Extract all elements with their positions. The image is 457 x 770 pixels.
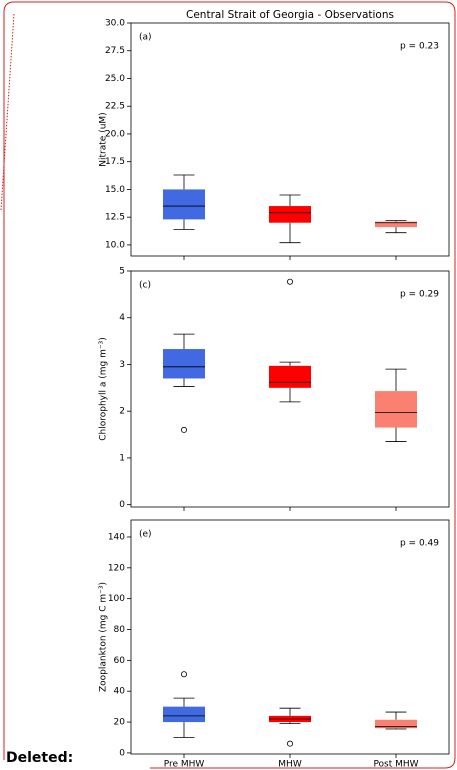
comment-border bbox=[3, 1, 456, 769]
outlier bbox=[180, 671, 187, 678]
y-tick-label: 0 bbox=[119, 500, 125, 510]
panel-label: (e) bbox=[139, 530, 152, 540]
comment-connector bbox=[0, 13, 15, 211]
y-tick-label: 60 bbox=[114, 656, 126, 666]
p-value: p = 0.29 bbox=[400, 290, 439, 300]
y-tick-label: 1 bbox=[119, 453, 125, 463]
y-tick-label: 120 bbox=[108, 563, 125, 573]
y-tick-label: 140 bbox=[108, 532, 125, 542]
box bbox=[375, 221, 417, 228]
outlier bbox=[180, 426, 187, 433]
y-tick-label: 0 bbox=[119, 748, 125, 758]
x-tick-label: MHW bbox=[278, 760, 302, 770]
panel-label: (c) bbox=[139, 281, 151, 291]
box bbox=[269, 365, 311, 388]
y-tick-label: 20.0 bbox=[105, 129, 125, 139]
y-tick-label: 80 bbox=[114, 625, 126, 635]
y-tick-label: 40 bbox=[114, 687, 126, 697]
y-tick-label: 2 bbox=[119, 407, 125, 417]
y-tick-label: 20 bbox=[114, 718, 126, 728]
x-tick-label: Post MHW bbox=[373, 760, 418, 770]
y-tick-label: 100 bbox=[108, 594, 125, 604]
y-axis-label: Nitrate (uM) bbox=[99, 112, 109, 166]
p-value: p = 0.49 bbox=[400, 539, 439, 549]
y-tick-label: 5 bbox=[119, 267, 125, 277]
y-tick-label: 27.5 bbox=[105, 46, 125, 56]
box bbox=[269, 206, 311, 223]
outlier bbox=[286, 278, 293, 285]
y-tick-label: 15.0 bbox=[105, 185, 125, 195]
y-tick-label: 30.0 bbox=[105, 19, 125, 29]
y-tick-label: 25.0 bbox=[105, 74, 125, 84]
panel-label: (a) bbox=[139, 33, 152, 43]
box bbox=[163, 706, 205, 723]
y-tick-label: 17.5 bbox=[105, 157, 125, 167]
x-tick-label: Pre MHW bbox=[164, 760, 205, 770]
y-tick-label: 4 bbox=[119, 313, 125, 323]
y-tick-label: 3 bbox=[119, 360, 125, 370]
y-tick-label: 22.5 bbox=[105, 102, 125, 112]
comment-label: Deleted: bbox=[6, 750, 73, 766]
y-axis-label: Zooplankton (mg C m⁻³) bbox=[99, 582, 109, 692]
box bbox=[375, 719, 417, 729]
chart-title: Central Strait of Georgia - Observations bbox=[186, 9, 394, 21]
box bbox=[375, 391, 417, 428]
y-axis-label: Chlorophyll a (mg m⁻³) bbox=[99, 337, 109, 440]
p-value: p = 0.23 bbox=[400, 42, 439, 52]
box bbox=[163, 349, 205, 379]
y-tick-label: 10.0 bbox=[105, 240, 125, 250]
y-tick-label: 12.5 bbox=[105, 213, 125, 223]
outlier bbox=[286, 740, 293, 747]
box bbox=[163, 189, 205, 220]
